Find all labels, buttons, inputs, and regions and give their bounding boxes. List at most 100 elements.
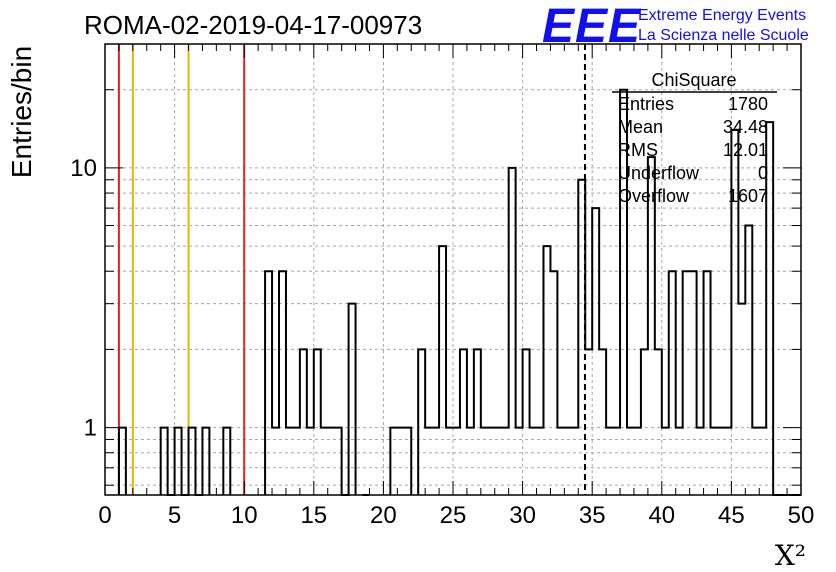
histogram-bin — [460, 349, 467, 495]
x-tick-label: 25 — [440, 502, 467, 529]
stats-value-entries: 1780 — [728, 94, 768, 114]
histogram-bin — [613, 428, 620, 495]
histogram-bin — [530, 428, 537, 495]
histogram-bin — [683, 271, 690, 495]
stats-value-underflow: 0 — [758, 163, 768, 183]
histogram-bin — [161, 428, 168, 495]
histogram-bin — [641, 349, 648, 495]
histogram-bin — [752, 428, 759, 495]
histogram-bin — [634, 428, 641, 495]
histogram-bin — [557, 428, 564, 495]
histogram-bin — [321, 428, 328, 495]
histogram-bin — [564, 428, 571, 495]
histogram — [117, 88, 801, 496]
histogram-bin — [578, 180, 585, 495]
logo-line-2: La Scienza nelle Scuole — [638, 27, 809, 44]
histogram-bin — [314, 349, 321, 495]
histogram-bin — [690, 271, 697, 495]
histogram-bin — [446, 428, 453, 495]
histogram-bin — [265, 271, 272, 495]
histogram-bin — [453, 428, 460, 495]
histogram-bin — [293, 428, 300, 495]
histogram-bin — [397, 428, 404, 495]
histogram-bin — [474, 349, 481, 495]
histogram-bin — [717, 428, 724, 495]
histogram-bin — [223, 428, 230, 495]
histogram-bin — [655, 349, 662, 495]
histogram-bin — [704, 271, 711, 495]
histogram-bin — [759, 428, 766, 495]
stats-value-rms: 12.01 — [723, 140, 768, 160]
histogram-bin — [669, 271, 676, 495]
x-tick-label: 20 — [370, 502, 397, 529]
histogram-bin — [349, 304, 356, 495]
histogram-bin — [537, 428, 544, 495]
histogram-bin — [307, 428, 314, 495]
histogram-bin — [523, 349, 530, 495]
histogram-bin — [488, 428, 495, 495]
x-tick-label: 45 — [718, 502, 745, 529]
histogram-bin — [286, 428, 293, 495]
histogram-bin — [328, 428, 335, 495]
axis-ticks: 0 5 10 15 20 25 30 35 40 45 50 1 10 — [70, 43, 815, 529]
histogram-bin — [676, 428, 683, 495]
histogram-bin — [648, 157, 655, 495]
histogram-bin — [404, 428, 411, 495]
y-tick-label: 10 — [70, 155, 97, 182]
histogram-bin — [738, 304, 745, 495]
histogram-bin — [467, 428, 474, 495]
histogram-bin — [731, 130, 738, 495]
x-tick-label: 15 — [300, 502, 327, 529]
histogram-bin — [571, 428, 578, 495]
histogram-bin — [502, 428, 509, 495]
histogram-bin — [697, 428, 704, 495]
run-title: ROMA-02-2019-04-17-00973 — [84, 10, 422, 40]
histogram-bin — [418, 349, 425, 495]
x-axis-label: X² — [775, 539, 806, 572]
histogram-bin — [425, 428, 432, 495]
histogram-bin — [724, 428, 731, 495]
histogram-bin — [599, 349, 606, 495]
histogram-bin — [592, 208, 599, 495]
histogram-bin — [543, 246, 550, 495]
histogram-bin — [627, 428, 634, 495]
stats-label-underflow: Underflow — [618, 163, 700, 183]
x-tick-label: 30 — [509, 502, 536, 529]
stats-title: ChiSquare — [651, 70, 736, 90]
x-tick-label: 50 — [788, 502, 815, 529]
histogram-bin — [272, 428, 279, 495]
y-axis-label: Entries/bin — [6, 46, 37, 178]
histogram-bin — [189, 428, 196, 495]
stats-value-overflow: 1607 — [728, 186, 768, 206]
stats-value-mean: 34.48 — [723, 117, 768, 137]
logo-line-1: Extreme Energy Events — [638, 7, 806, 24]
y-tick-label: 1 — [84, 415, 97, 442]
histogram-bin — [335, 428, 342, 495]
histogram-bin — [516, 428, 523, 495]
x-tick-label: 5 — [168, 502, 181, 529]
histogram-bin — [711, 428, 718, 495]
histogram-bin — [585, 349, 592, 495]
stats-label-mean: Mean — [618, 117, 663, 137]
stats-label-rms: RMS — [618, 140, 658, 160]
histogram-bin — [606, 428, 613, 495]
histogram-bin — [481, 428, 488, 495]
histogram-bin — [119, 428, 126, 495]
stats-label-entries: Entries — [618, 94, 674, 114]
histogram-bin — [745, 226, 752, 495]
x-tick-label: 10 — [231, 502, 258, 529]
histogram-bin — [175, 428, 182, 495]
stats-label-overflow: Overflow — [618, 186, 690, 206]
stats-box: ChiSquare Entries 1780 Mean 34.48 RMS 12… — [612, 70, 777, 206]
histogram-bin — [279, 271, 286, 495]
histogram-bin — [202, 428, 209, 495]
histogram-bin — [439, 246, 446, 495]
histogram-bin — [300, 349, 307, 495]
x-tick-label: 0 — [98, 502, 111, 529]
histogram-bin — [390, 428, 397, 495]
histogram-bin — [509, 168, 516, 495]
histogram-bin — [432, 428, 439, 495]
x-tick-label: 35 — [579, 502, 606, 529]
histogram-bin — [550, 271, 557, 495]
